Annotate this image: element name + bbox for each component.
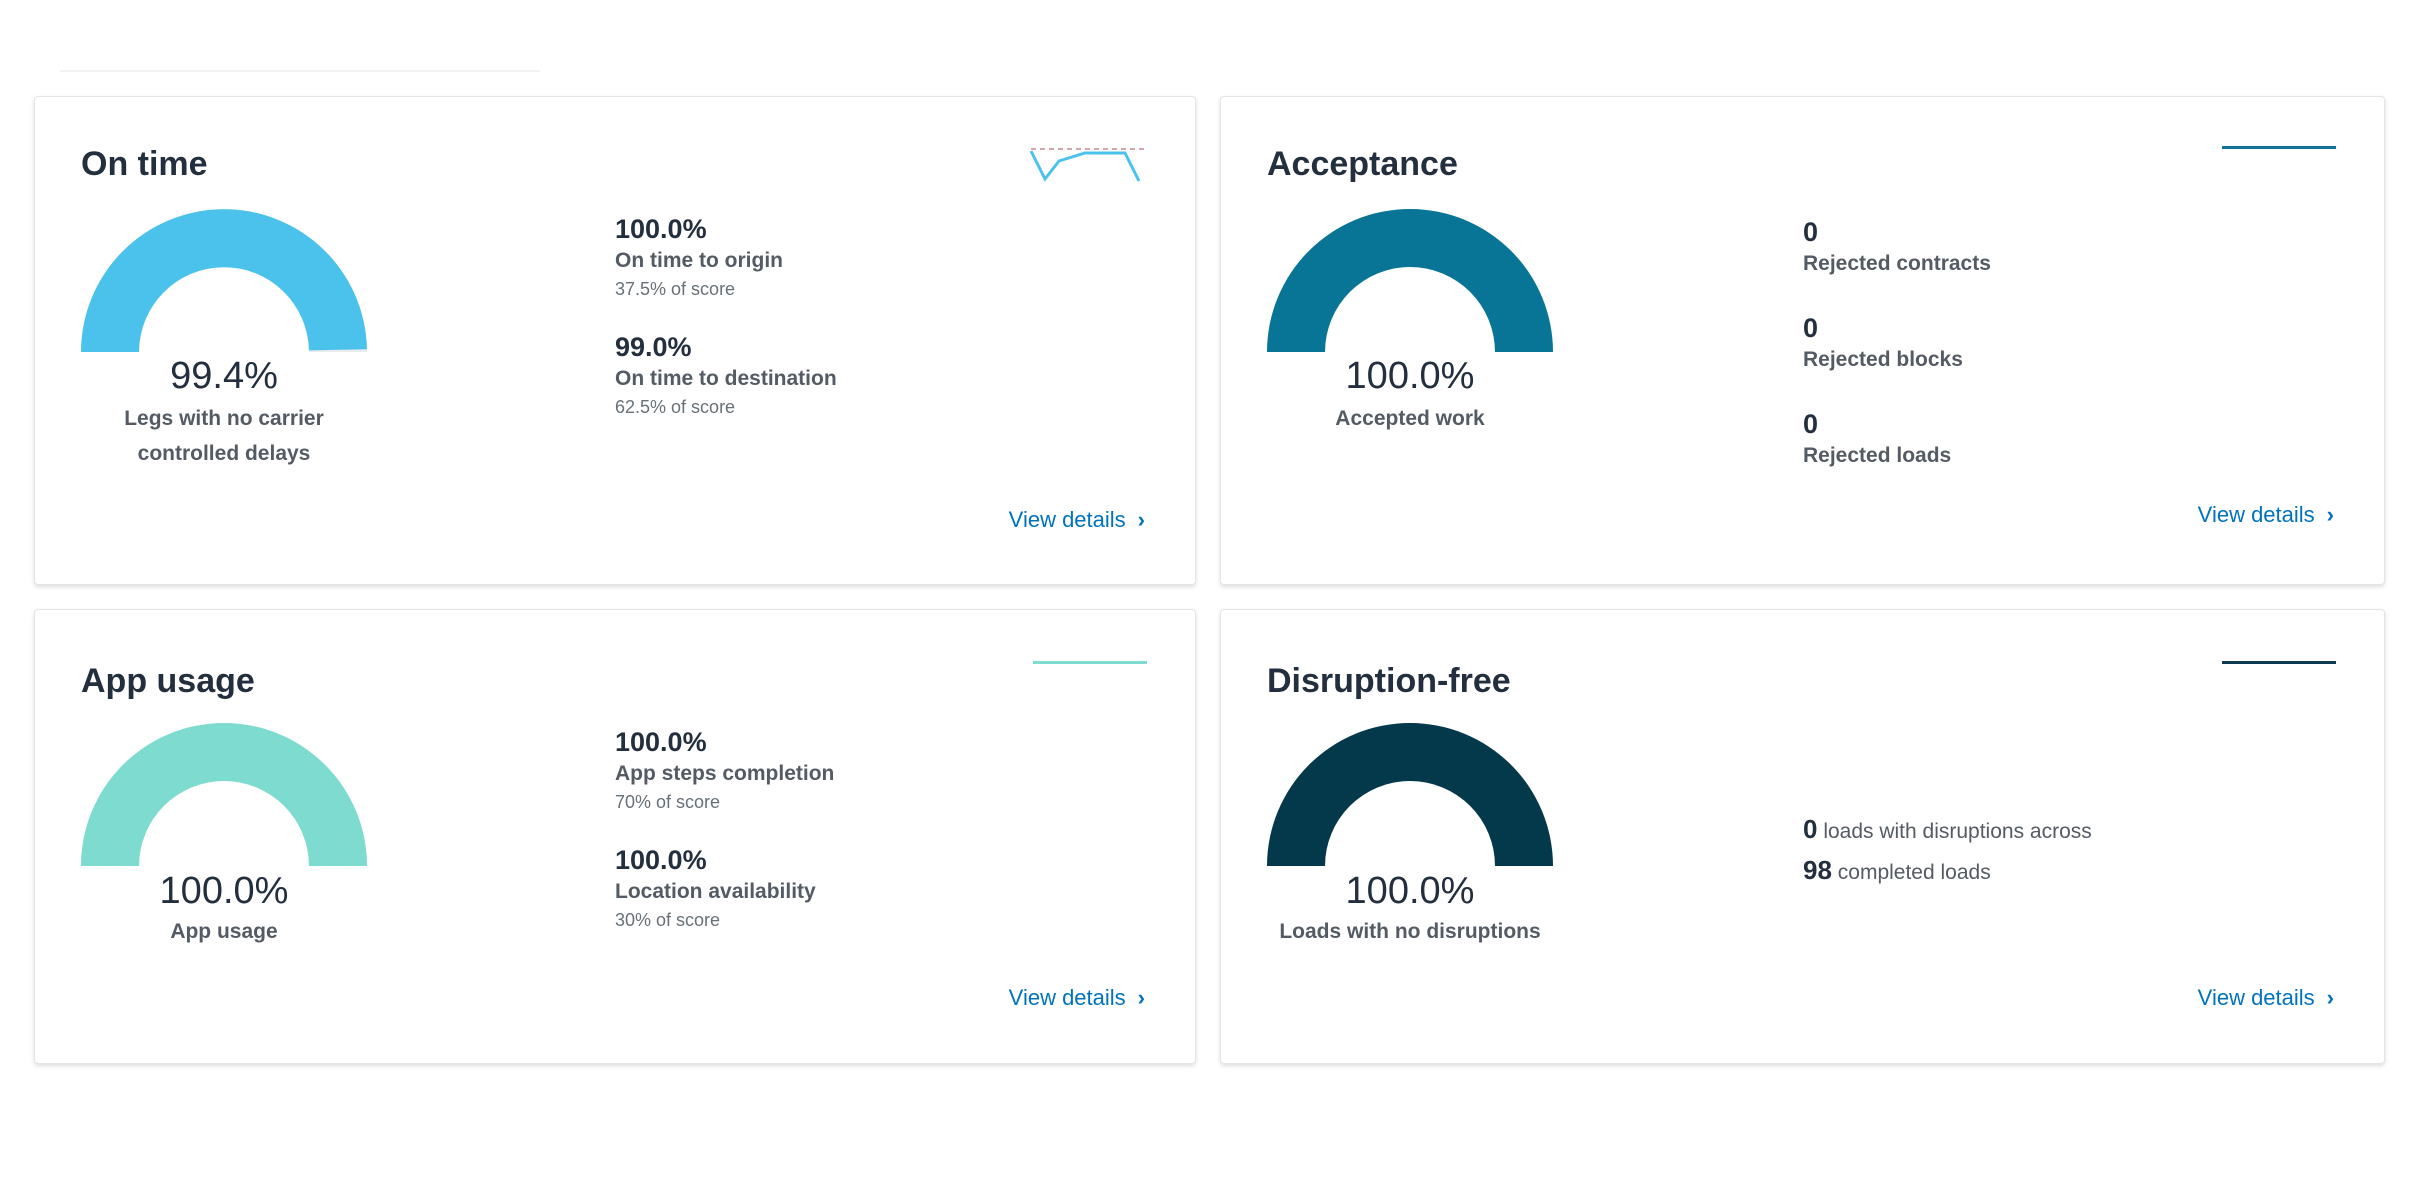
disruption-free-gauge (1267, 723, 1553, 866)
metric-rejected-blocks: 0 Rejected blocks (1803, 311, 2363, 375)
metric-weight: 37.5% of score (615, 279, 736, 299)
metric-label: On time to origin (615, 249, 783, 272)
metric-weight: 62.5% of score (615, 397, 736, 417)
view-details-label: View details (1008, 507, 1126, 532)
metric-label: Location availability (615, 880, 816, 903)
metric-on-time-origin: 100.0% On time to origin 37.5% of score (615, 212, 1175, 302)
metric-rejected-contracts: 0 Rejected contracts (1803, 215, 2363, 279)
completed-loads-count: 98 (1803, 855, 1832, 885)
chevron-right-icon: › (1137, 507, 1145, 532)
metric-app-steps-completion: 100.0% App steps completion 70% of score (615, 725, 1175, 815)
acceptance-gauge (1267, 209, 1553, 352)
loads-with-disruptions-text: loads with disruptions across (1823, 820, 2092, 843)
chevron-right-icon: › (2326, 985, 2334, 1010)
gauge-label: Legs with no carrier controlled delays (124, 407, 324, 465)
card-title: On time (81, 145, 208, 183)
view-details-link[interactable]: View details › (2198, 985, 2334, 1011)
disruption-line: 0 loads with disruptions across (1803, 810, 2092, 851)
metric-label: Rejected loads (1803, 444, 1952, 467)
disruption-free-card: Disruption-free 100.0% Loads with no dis… (1220, 609, 2385, 1064)
metric-value: 100.0% (615, 727, 707, 757)
metric-value: 0 (1803, 409, 1819, 439)
metrics-list: 100.0% App steps completion 70% of score… (615, 725, 1175, 961)
metric-location-availability: 100.0% Location availability 30% of scor… (615, 843, 1175, 933)
view-details-link[interactable]: View details › (1009, 507, 1145, 533)
metric-value: 0 (1803, 313, 1819, 343)
loads-with-disruptions-count: 0 (1803, 814, 1818, 844)
metric-value: 100.0% (615, 214, 707, 244)
metrics-list: 100.0% On time to origin 37.5% of score … (615, 212, 1175, 448)
on-time-gauge (81, 209, 367, 352)
card-title: App usage (81, 662, 255, 700)
view-details-link[interactable]: View details › (2198, 502, 2334, 528)
gauge-label: Loads with no disruptions (1279, 920, 1541, 943)
chevron-right-icon: › (1137, 985, 1145, 1010)
card-title: Disruption-free (1267, 662, 1511, 700)
gauge-value: 99.4% (170, 355, 278, 397)
metric-on-time-destination: 99.0% On time to destination 62.5% of sc… (615, 330, 1175, 420)
metric-value: 100.0% (615, 845, 707, 875)
metric-value: 0 (1803, 217, 1819, 247)
metric-label: App steps completion (615, 762, 835, 785)
metric-label: Rejected contracts (1803, 252, 1991, 275)
completed-loads-line: 98 completed loads (1803, 851, 2092, 892)
top-divider (60, 70, 540, 72)
view-details-link[interactable]: View details › (1009, 985, 1145, 1011)
chevron-right-icon: › (2326, 502, 2334, 527)
gauge-value: 100.0% (159, 870, 289, 912)
view-details-label: View details (2197, 985, 2315, 1010)
metric-weight: 30% of score (615, 910, 721, 930)
acceptance-card: Acceptance 100.0% Accepted work 0 Reject… (1220, 96, 2385, 585)
disruption-summary: 0 loads with disruptions across 98 compl… (1803, 810, 2092, 892)
gauge-label: App usage (170, 920, 278, 943)
trend-line-icon (2222, 661, 2336, 664)
view-details-label: View details (2197, 502, 2315, 527)
card-title: Acceptance (1267, 145, 1458, 183)
completed-loads-text: completed loads (1837, 861, 1991, 884)
metrics-list: 0 Rejected contracts 0 Rejected blocks 0… (1803, 215, 2363, 503)
app-usage-gauge (81, 723, 367, 866)
view-details-label: View details (1008, 985, 1126, 1010)
metric-label: On time to destination (615, 367, 837, 390)
trend-line-icon (1033, 661, 1147, 664)
trend-sparkline-icon (1029, 148, 1145, 182)
gauge-label: Accepted work (1335, 407, 1485, 430)
metric-label: Rejected blocks (1803, 348, 1963, 371)
metric-weight: 70% of score (615, 792, 721, 812)
gauge-value: 100.0% (1345, 870, 1475, 912)
metric-value: 99.0% (615, 332, 692, 362)
gauge-value: 100.0% (1345, 355, 1475, 397)
trend-line-icon (2222, 146, 2336, 149)
metric-rejected-loads: 0 Rejected loads (1803, 407, 2363, 471)
app-usage-card: App usage 100.0% App usage 100.0% App st… (34, 609, 1196, 1064)
on-time-card: On time 99.4% Legs with no carrier contr… (34, 96, 1196, 585)
